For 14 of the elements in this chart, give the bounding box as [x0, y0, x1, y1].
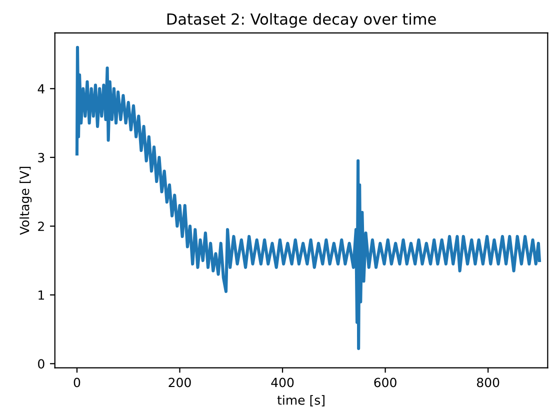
y-tick-label: 1: [38, 290, 44, 300]
x-tick-label: 800: [476, 378, 500, 388]
y-axis-title: Voltage [V]: [20, 166, 32, 235]
y-tick-label: 0: [38, 359, 44, 369]
chart-title: Dataset 2: Voltage decay over time: [167, 13, 436, 28]
x-tick-label: 0: [74, 378, 80, 388]
x-tick-label: 400: [271, 378, 294, 388]
y-tick-label: 3: [38, 152, 44, 162]
y-tick-label: 2: [38, 222, 44, 231]
x-axis-title: time [s]: [277, 395, 324, 406]
y-tick-label: 4: [38, 84, 44, 94]
x-tick-label: 200: [168, 378, 191, 388]
x-tick-label: 600: [374, 378, 396, 388]
line-series: [75, 46, 541, 350]
